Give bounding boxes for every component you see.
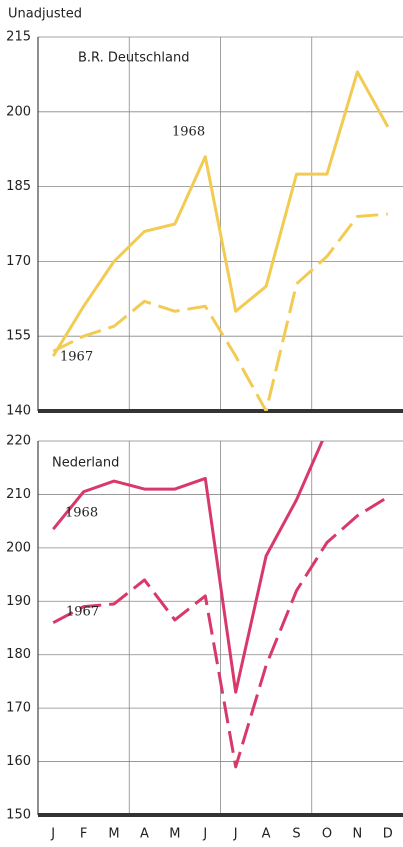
x-tick-label: J [202, 827, 207, 842]
y-tick-label: 150 [6, 808, 31, 823]
y-tick-label: 185 [6, 179, 31, 194]
plot-area [52, 441, 389, 769]
y-tick-label: 155 [6, 329, 31, 344]
y-tick-label: 170 [6, 701, 31, 716]
series-label: 1967 [66, 605, 99, 620]
x-tick-label: O [322, 827, 332, 842]
plot-area [51, 70, 390, 411]
y-tick-label: 170 [6, 254, 31, 269]
series-line [51, 70, 390, 357]
y-tick-label: 200 [6, 104, 31, 119]
y-tick-label: 180 [6, 647, 31, 662]
series-label: 1967 [60, 350, 93, 365]
y-tick-label: 210 [6, 487, 31, 502]
y-tick-label: 200 [6, 540, 31, 555]
x-tick-label: J [233, 827, 238, 842]
x-tick-label: A [262, 827, 271, 842]
panel-subtitle: Nederland [52, 456, 119, 471]
x-tick-label: S [292, 827, 300, 842]
x-tick-label: A [140, 827, 149, 842]
series-line [52, 495, 389, 769]
x-tick-label: J [50, 827, 55, 842]
series-label: 1968 [172, 125, 205, 140]
y-tick-label: 215 [6, 30, 31, 45]
x-tick-label: F [80, 827, 87, 842]
x-tick-label: M [169, 827, 180, 842]
panel-subtitle: B.R. Deutschland [78, 51, 189, 66]
series-label: 1968 [65, 506, 98, 521]
x-tick-label: D [383, 827, 393, 842]
y-tick-label: 220 [6, 434, 31, 449]
x-tick-label: N [353, 827, 363, 842]
y-tick-label: 140 [6, 404, 31, 419]
y-tick-label: 160 [6, 754, 31, 769]
chart-title: Unadjusted [8, 7, 82, 22]
series-line [52, 441, 324, 694]
y-tick-label: 190 [6, 594, 31, 609]
x-tick-label: M [108, 827, 119, 842]
series-line [52, 212, 388, 411]
